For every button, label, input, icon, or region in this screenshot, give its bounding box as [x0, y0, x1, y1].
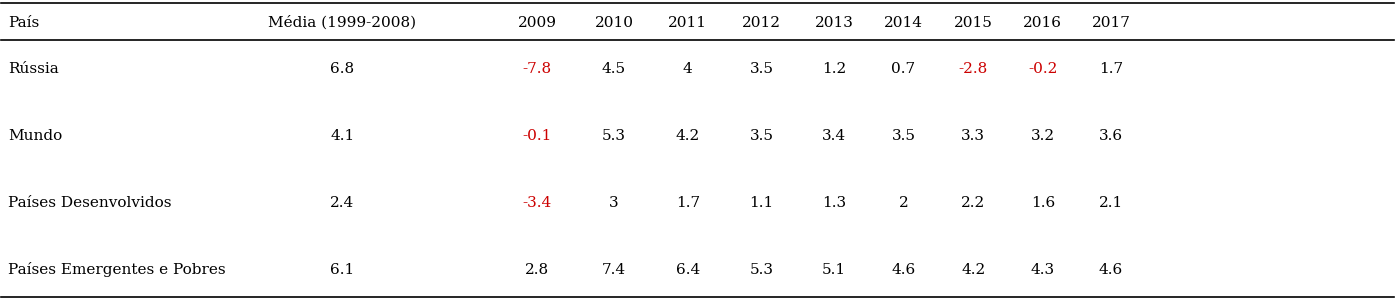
Text: 7.4: 7.4	[601, 263, 626, 277]
Text: 2011: 2011	[668, 16, 707, 30]
Text: Média (1999-2008): Média (1999-2008)	[268, 16, 417, 30]
Text: 4.6: 4.6	[1099, 263, 1123, 277]
Text: Países Emergentes e Pobres: Países Emergentes e Pobres	[8, 262, 226, 278]
Text: 2015: 2015	[954, 16, 993, 30]
Text: 2009: 2009	[518, 16, 557, 30]
Text: 3.5: 3.5	[749, 62, 774, 75]
Text: 3.3: 3.3	[961, 129, 985, 143]
Text: 4.2: 4.2	[675, 129, 700, 143]
Text: 3.2: 3.2	[1031, 129, 1055, 143]
Text: 1.7: 1.7	[1099, 62, 1123, 75]
Text: -7.8: -7.8	[523, 62, 552, 75]
Text: Rússia: Rússia	[8, 62, 59, 75]
Text: 6.8: 6.8	[331, 62, 354, 75]
Text: 6.4: 6.4	[675, 263, 700, 277]
Text: 2.2: 2.2	[961, 196, 985, 210]
Text: 3.5: 3.5	[891, 129, 915, 143]
Text: 4.1: 4.1	[331, 129, 354, 143]
Text: 2012: 2012	[742, 16, 781, 30]
Text: País: País	[8, 16, 39, 30]
Text: 2.8: 2.8	[526, 263, 550, 277]
Text: 4.2: 4.2	[961, 263, 985, 277]
Text: Mundo: Mundo	[8, 129, 63, 143]
Text: 2.4: 2.4	[331, 196, 354, 210]
Text: 2016: 2016	[1024, 16, 1062, 30]
Text: 5.1: 5.1	[822, 263, 845, 277]
Text: -0.2: -0.2	[1028, 62, 1057, 75]
Text: 6.1: 6.1	[331, 263, 354, 277]
Text: 2017: 2017	[1091, 16, 1130, 30]
Text: 3: 3	[610, 196, 619, 210]
Text: 4.3: 4.3	[1031, 263, 1055, 277]
Text: 1.1: 1.1	[749, 196, 774, 210]
Text: 2014: 2014	[884, 16, 923, 30]
Text: 2013: 2013	[815, 16, 854, 30]
Text: 3.5: 3.5	[749, 129, 774, 143]
Text: 3.6: 3.6	[1099, 129, 1123, 143]
Text: Países Desenvolvidos: Países Desenvolvidos	[8, 196, 172, 210]
Text: 1.6: 1.6	[1031, 196, 1055, 210]
Text: 2.1: 2.1	[1099, 196, 1123, 210]
Text: 2: 2	[898, 196, 908, 210]
Text: 5.3: 5.3	[603, 129, 626, 143]
Text: -0.1: -0.1	[523, 129, 552, 143]
Text: 4: 4	[684, 62, 693, 75]
Text: 1.7: 1.7	[675, 196, 700, 210]
Text: 0.7: 0.7	[891, 62, 915, 75]
Text: 2010: 2010	[594, 16, 633, 30]
Text: 4.6: 4.6	[891, 263, 915, 277]
Text: -3.4: -3.4	[523, 196, 552, 210]
Text: 1.2: 1.2	[822, 62, 845, 75]
Text: 1.3: 1.3	[822, 196, 845, 210]
Text: 3.4: 3.4	[822, 129, 845, 143]
Text: -2.8: -2.8	[958, 62, 988, 75]
Text: 5.3: 5.3	[749, 263, 774, 277]
Text: 4.5: 4.5	[601, 62, 626, 75]
